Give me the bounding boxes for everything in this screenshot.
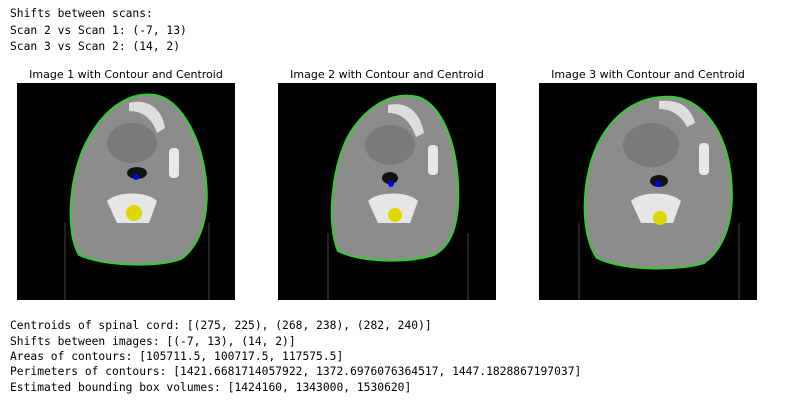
image-title: Image 1 with Contour and Centroid: [29, 68, 223, 81]
ct-image: [278, 83, 496, 300]
output-line: Perimeters of contours: [1421.6681714057…: [10, 365, 582, 378]
image-title: Image 3 with Contour and Centroid: [551, 68, 745, 81]
output-line: Estimated bounding box volumes: [1424160…: [10, 381, 412, 394]
output-line: Shifts between images: [(-7, 13), (14, 2…: [10, 335, 296, 348]
image-title: Image 2 with Contour and Centroid: [290, 68, 484, 81]
ct-image: [539, 83, 757, 300]
output-line: Areas of contours: [105711.5, 100717.5, …: [10, 350, 344, 363]
output-line: Scan 2 vs Scan 1: (-7, 13): [10, 24, 187, 37]
output-line: Shifts between scans:: [10, 7, 153, 20]
output-line: Centroids of spinal cord: [(275, 225), (…: [10, 319, 432, 332]
output-line: Scan 3 vs Scan 2: (14, 2): [10, 40, 181, 53]
ct-image: [17, 83, 235, 300]
